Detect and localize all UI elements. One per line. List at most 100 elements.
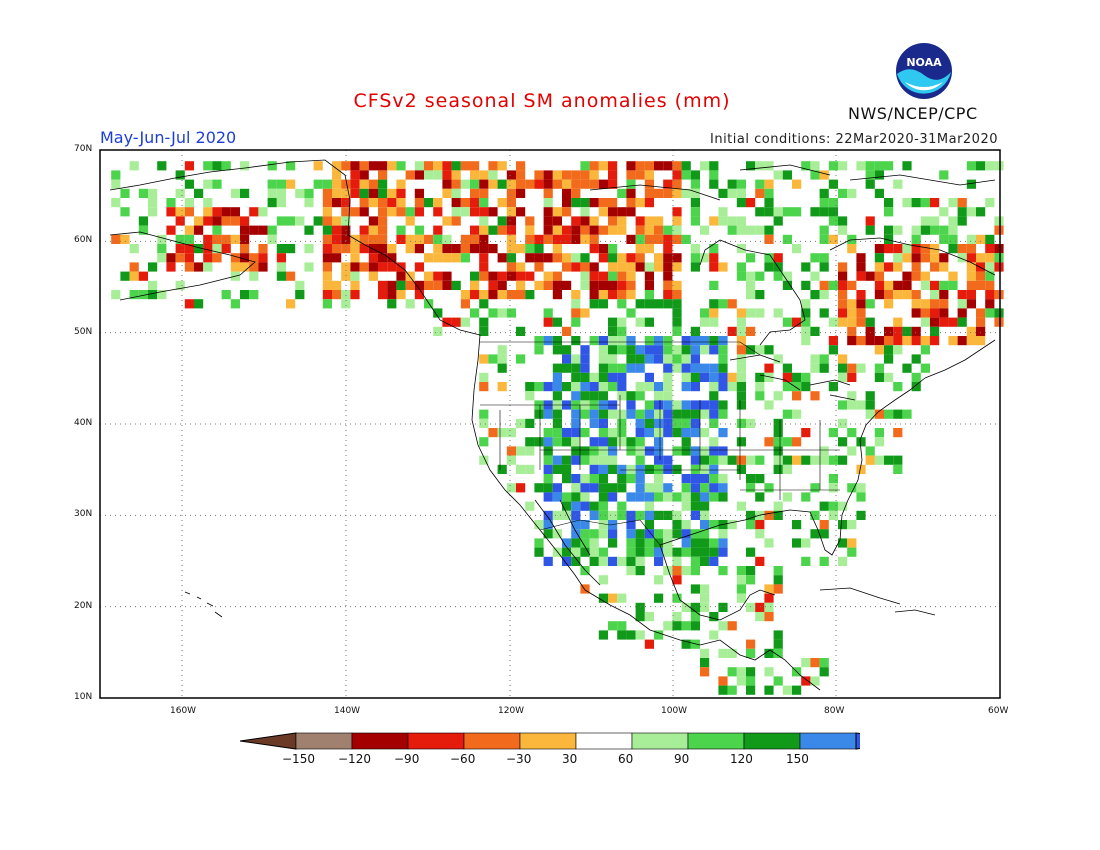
anomaly-cell — [598, 547, 608, 557]
anomaly-cell — [654, 234, 664, 244]
anomaly-cell — [654, 593, 664, 603]
anomaly-cell — [718, 216, 728, 226]
lon-label: 60W — [988, 706, 1009, 716]
anomaly-cell — [755, 179, 765, 189]
anomaly-cell — [718, 547, 728, 557]
anomaly-cell — [534, 244, 544, 254]
anomaly-cell — [736, 179, 746, 189]
anomaly-cell — [644, 345, 654, 355]
anomaly-cell — [138, 188, 148, 198]
anomaly-cell — [700, 161, 710, 171]
anomaly-cell — [617, 253, 627, 263]
anomaly-cell — [911, 253, 921, 263]
anomaly-cell — [543, 225, 553, 235]
anomaly-cell — [884, 290, 894, 300]
anomaly-cell — [387, 253, 397, 263]
anomaly-cell — [700, 529, 710, 539]
anomaly-cell — [608, 198, 618, 208]
anomaly-cell — [598, 483, 608, 493]
anomaly-cell — [911, 326, 921, 336]
anomaly-cell — [736, 225, 746, 235]
anomaly-cell — [276, 262, 286, 272]
anomaly-cell — [865, 170, 875, 180]
anomaly-cell — [644, 409, 654, 419]
anomaly-cell — [598, 474, 608, 484]
anomaly-cell — [433, 308, 443, 318]
anomaly-cell — [552, 418, 562, 428]
anomaly-cell — [598, 428, 608, 438]
anomaly-cell — [654, 345, 664, 355]
anomaly-cell — [635, 299, 645, 309]
anomaly-cell — [672, 262, 682, 272]
anomaly-cell — [736, 198, 746, 208]
anomaly-cell — [690, 409, 700, 419]
anomaly-cell — [368, 179, 378, 189]
anomaly-cell — [746, 520, 756, 530]
anomaly-cell — [874, 280, 884, 290]
anomaly-cell — [709, 446, 719, 456]
anomaly-cell — [598, 372, 608, 382]
anomaly-cell — [488, 207, 498, 217]
anomaly-cell — [810, 676, 820, 686]
anomaly-cell — [562, 170, 572, 180]
anomaly-cell — [635, 630, 645, 640]
anomaly-cell — [727, 382, 737, 392]
anomaly-cell — [773, 170, 783, 180]
anomaly-cell — [838, 161, 848, 171]
anomaly-cell — [828, 345, 838, 355]
anomaly-cell — [681, 474, 691, 484]
anomaly-cell — [856, 483, 866, 493]
anomaly-cell — [966, 253, 976, 263]
anomaly-cell — [598, 510, 608, 520]
anomaly-cell — [672, 464, 682, 474]
anomaly-cell — [792, 455, 802, 465]
anomaly-cell — [322, 244, 332, 254]
anomaly-cell — [985, 308, 995, 318]
anomaly-cell — [635, 234, 645, 244]
anomaly-cell — [460, 207, 470, 217]
anomaly-cell — [700, 593, 710, 603]
anomaly-cell — [690, 253, 700, 263]
anomaly-cell — [479, 326, 489, 336]
colorbar-box — [463, 732, 521, 750]
anomaly-cell — [562, 538, 572, 548]
anomaly-cell — [276, 244, 286, 254]
anomaly-cell — [828, 179, 838, 189]
anomaly-cell — [598, 556, 608, 566]
anomaly-cell — [460, 179, 470, 189]
anomaly-cell — [442, 271, 452, 281]
anomaly-cell — [773, 464, 783, 474]
anomaly-cell — [203, 262, 213, 272]
anomaly-cell — [782, 280, 792, 290]
anomaly-cell — [635, 170, 645, 180]
anomaly-cell — [736, 382, 746, 392]
anomaly-cell — [433, 198, 443, 208]
initial-conditions: Initial conditions: 22Mar2020-31Mar2020 — [710, 132, 998, 147]
anomaly-cell — [626, 336, 636, 346]
anomaly-cell — [663, 253, 673, 263]
anomaly-cell — [718, 483, 728, 493]
anomaly-cell — [617, 262, 627, 272]
anomaly-cell — [608, 363, 618, 373]
anomaly-cell — [635, 198, 645, 208]
anomaly-cell — [672, 575, 682, 585]
anomaly-cell — [700, 501, 710, 511]
anomaly-cell — [580, 409, 590, 419]
anomaly-cell — [598, 382, 608, 392]
anomaly-cell — [608, 271, 618, 281]
anomaly-cell — [718, 685, 728, 695]
anomaly-cell — [368, 244, 378, 254]
anomaly-cell — [525, 216, 535, 226]
anomaly-cell — [414, 225, 424, 235]
anomaly-cell — [571, 437, 581, 447]
anomaly-cell — [939, 234, 949, 244]
anomaly-cell — [782, 382, 792, 392]
anomaly-cell — [782, 464, 792, 474]
anomaly-cell — [332, 161, 342, 171]
map-frame — [99, 149, 1001, 699]
anomaly-cell — [322, 290, 332, 300]
anomaly-cell — [672, 409, 682, 419]
anomaly-cell — [617, 630, 627, 640]
anomaly-cell — [479, 372, 489, 382]
anomaly-cell — [552, 317, 562, 327]
